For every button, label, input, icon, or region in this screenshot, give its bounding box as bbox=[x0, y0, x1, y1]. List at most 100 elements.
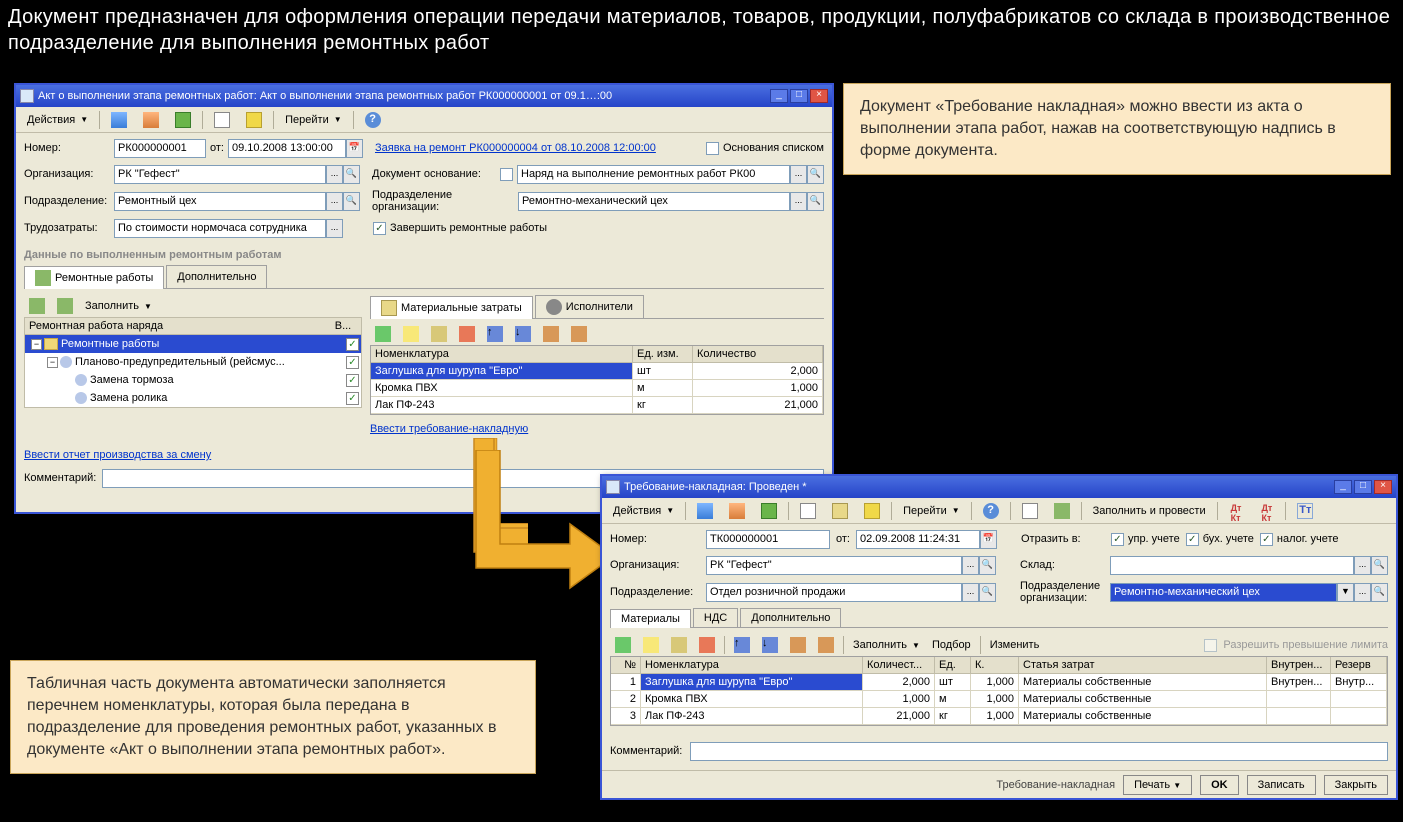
wh-open-button[interactable]: 🔍 bbox=[1371, 556, 1388, 575]
grid-row[interactable]: Лак ПФ-243кг21,000 bbox=[371, 397, 823, 414]
grid-col-qty[interactable]: Количест... bbox=[863, 657, 935, 674]
row-sort2-button[interactable] bbox=[813, 636, 839, 654]
tree-row[interactable]: − Ремонтные работы ✓ bbox=[25, 335, 361, 353]
subtab-materials[interactable]: Материальные затраты bbox=[370, 296, 533, 319]
inp-number[interactable]: ТК000000001 bbox=[706, 530, 830, 549]
mat-dn-button[interactable]: ↓ bbox=[510, 325, 536, 343]
tab-vat[interactable]: НДС bbox=[693, 608, 738, 627]
max-button[interactable]: □ bbox=[790, 89, 808, 103]
inp-dept[interactable]: Ремонтный цех bbox=[114, 192, 326, 211]
dept-sel-button[interactable]: ... bbox=[962, 583, 979, 602]
mat-add-button[interactable] bbox=[370, 325, 396, 343]
mat-del-button[interactable] bbox=[454, 325, 480, 343]
grid-col-k[interactable]: К. bbox=[971, 657, 1019, 674]
inp-number[interactable]: РК000000001 bbox=[114, 139, 206, 158]
inp-labor[interactable]: По стоимости нормочаса сотрудника bbox=[114, 219, 326, 238]
grid-col-unit[interactable]: Ед. изм. bbox=[633, 346, 693, 363]
inp-docbasis[interactable]: Наряд на выполнение ремонтных работ РК00 bbox=[517, 165, 790, 184]
max-button[interactable]: □ bbox=[1354, 480, 1372, 494]
tab-materials[interactable]: Материалы bbox=[610, 609, 691, 628]
chk-tax[interactable]: ✓ bbox=[1260, 533, 1273, 546]
close-button[interactable]: Закрыть bbox=[1324, 775, 1388, 795]
grid-col-res[interactable]: Резерв bbox=[1331, 657, 1387, 674]
doc-button[interactable] bbox=[207, 110, 237, 130]
grid-row[interactable]: 2Кромка ПВХ1,000м1,000Материалы собствен… bbox=[611, 691, 1387, 708]
grid-col-n[interactable]: № bbox=[611, 657, 641, 674]
print-button[interactable]: Печать ▼ bbox=[1123, 775, 1192, 795]
wh-sel-button[interactable]: ... bbox=[1354, 556, 1371, 575]
list-button[interactable] bbox=[1015, 501, 1045, 521]
grid-row[interactable]: 1Заглушка для шурупа "Евро"2,000шт1,000М… bbox=[611, 674, 1387, 691]
back-button[interactable] bbox=[690, 501, 720, 521]
save-button[interactable] bbox=[168, 110, 198, 130]
inp-deptorg[interactable]: Ремонтно-механический цех bbox=[518, 192, 790, 211]
dept-open-button[interactable]: 🔍 bbox=[979, 583, 996, 602]
goto-menu[interactable]: Перейти▼ bbox=[896, 501, 967, 521]
fillpost-button[interactable]: Заполнить и провести bbox=[1086, 501, 1213, 521]
link-shift-report[interactable]: Ввести отчет производства за смену bbox=[24, 449, 211, 461]
tree-row[interactable]: Замена тормоза ✓ bbox=[25, 371, 361, 389]
min-button[interactable]: _ bbox=[770, 89, 788, 103]
org-open-button[interactable]: 🔍 bbox=[979, 556, 996, 575]
tab-additional[interactable]: Дополнительно bbox=[166, 265, 267, 288]
org-sel-button[interactable]: ... bbox=[962, 556, 979, 575]
tree-button[interactable] bbox=[1047, 501, 1077, 521]
tree-check[interactable]: ✓ bbox=[346, 356, 359, 369]
doc-button[interactable] bbox=[793, 501, 823, 521]
actions-menu[interactable]: Действия▼ bbox=[606, 501, 681, 521]
inp-date[interactable]: 02.09.2008 11:24:31 bbox=[856, 530, 980, 549]
inp-comment[interactable] bbox=[690, 742, 1388, 761]
mat-sort2-button[interactable] bbox=[566, 325, 592, 343]
chk-finish[interactable]: ✓ bbox=[373, 222, 386, 235]
org-open-button[interactable]: 🔍 bbox=[343, 165, 360, 184]
date-picker-button[interactable]: 📅 bbox=[980, 530, 997, 549]
grid-col-int[interactable]: Внутрен... bbox=[1267, 657, 1331, 674]
tab-repairs[interactable]: Ремонтные работы bbox=[24, 266, 164, 289]
grid-col-nom[interactable]: Номенклатура bbox=[371, 346, 633, 363]
mat-copy-button[interactable] bbox=[398, 325, 424, 343]
mat-sort-button[interactable] bbox=[538, 325, 564, 343]
date-picker-button[interactable]: 📅 bbox=[346, 139, 363, 158]
labor-sel-button[interactable]: ... bbox=[326, 219, 343, 238]
inp-org[interactable]: РК "Гефест" bbox=[114, 165, 326, 184]
grid-col-u[interactable]: Ед. bbox=[935, 657, 971, 674]
docbasis-sel-button[interactable]: ... bbox=[790, 165, 807, 184]
tree-check[interactable]: ✓ bbox=[346, 338, 359, 351]
inp-date[interactable]: 09.10.2008 13:00:00 bbox=[228, 139, 346, 158]
tree-row[interactable]: − Планово-предупредительный (рейсмус... … bbox=[25, 353, 361, 371]
grid-col-cost[interactable]: Статья затрат bbox=[1019, 657, 1267, 674]
mat-up-button[interactable]: ↑ bbox=[482, 325, 508, 343]
inp-deptorg[interactable]: Ремонтно-механический цех bbox=[1110, 583, 1337, 602]
chk-basis-list[interactable] bbox=[706, 142, 719, 155]
grid-row[interactable]: Заглушка для шурупа "Евро"шт2,000 bbox=[371, 363, 823, 380]
deptorg-sel-button[interactable]: ... bbox=[790, 192, 807, 211]
row-up-button[interactable]: ↑ bbox=[729, 636, 755, 654]
grid-row[interactable]: 3Лак ПФ-24321,000кг1,000Материалы собств… bbox=[611, 708, 1387, 725]
subtab-performers[interactable]: Исполнители bbox=[535, 295, 644, 318]
copy-button[interactable] bbox=[825, 501, 855, 521]
link-create-requisition[interactable]: Ввести требование-накладную bbox=[370, 423, 528, 435]
org-sel-button[interactable]: ... bbox=[326, 165, 343, 184]
grid-row[interactable]: Кромка ПВХм1,000 bbox=[371, 380, 823, 397]
inp-wh[interactable] bbox=[1110, 556, 1354, 575]
mat-edit-button[interactable] bbox=[426, 325, 452, 343]
min-button[interactable]: _ bbox=[1334, 480, 1352, 494]
deptorg-sel-button[interactable]: ... bbox=[1354, 583, 1371, 602]
fill-menu[interactable]: Заполнить▼ bbox=[848, 636, 925, 654]
tree-check[interactable]: ✓ bbox=[346, 374, 359, 387]
row-add-button[interactable] bbox=[610, 636, 636, 654]
tree-collapse-button[interactable] bbox=[52, 297, 78, 315]
request-link[interactable]: Заявка на ремонт РК000000004 от 08.10.20… bbox=[375, 142, 656, 154]
dept-open-button[interactable]: 🔍 bbox=[343, 192, 360, 211]
tab-additional[interactable]: Дополнительно bbox=[740, 608, 841, 627]
grid-col-nom[interactable]: Номенклатура bbox=[641, 657, 863, 674]
fill-menu[interactable]: Заполнить▼ bbox=[80, 297, 157, 315]
row-del-button[interactable] bbox=[694, 636, 720, 654]
chk-docbasis[interactable] bbox=[500, 168, 513, 181]
post-button[interactable] bbox=[857, 501, 887, 521]
titlebar-act[interactable]: Акт о выполнении этапа ремонтных работ: … bbox=[16, 85, 832, 107]
chk-acc[interactable]: ✓ bbox=[1186, 533, 1199, 546]
inp-dept[interactable]: Отдел розничной продажи bbox=[706, 583, 962, 602]
inp-org[interactable]: РК "Гефест" bbox=[706, 556, 962, 575]
pick-button[interactable]: Подбор bbox=[927, 636, 976, 654]
